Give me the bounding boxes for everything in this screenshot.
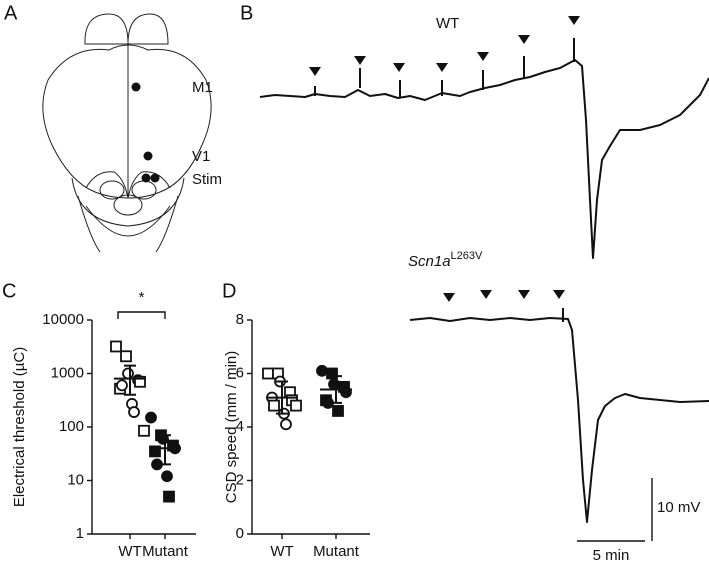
x-tick-label: WT [118,543,141,560]
data-point [328,378,340,391]
mutant-trace [409,290,709,523]
allele-name: L263V [451,250,483,262]
x-tick-label: Mutant [313,543,360,560]
significance-bracket [117,311,166,319]
significance-label: * [139,289,145,306]
error-bar [159,434,171,466]
data-point [116,379,128,392]
y-axis-label: CSD speed (mm / min) [223,351,240,504]
x-tick-label: WT [270,543,293,560]
data-point [161,470,173,483]
data-point [122,367,134,380]
wt-trace [259,16,709,259]
error-bar [276,380,288,415]
y-tick-label: 0 [236,525,244,542]
y-tick-label: 1000 [51,364,84,381]
y-tick-label: 4 [236,418,244,435]
data-point [110,340,122,353]
data-point [280,418,292,431]
data-point [128,406,140,418]
y-tick-label: 100 [59,418,84,435]
trace-label: Scn1aL263V [408,250,483,270]
region-label: Stim [192,171,222,188]
data-point [134,375,146,388]
y-tick-label: 6 [236,364,244,381]
scale-bar [577,478,653,542]
scale-label: 5 min [593,547,630,564]
data-point [120,350,132,363]
data-point [326,367,338,380]
error-bar [330,375,342,404]
scale-label: 10 mV [657,499,700,516]
data-point [149,445,161,458]
panel-label: A [4,2,18,24]
y-tick-label: 2 [236,471,244,488]
data-point [145,411,157,424]
y-axis-label: Electrical threshold (µC) [11,347,28,507]
panel-label: B [240,2,253,24]
data-point [332,405,344,417]
x-tick-label: Mutant [142,543,189,560]
data-point [290,399,302,412]
y-tick-label: 1 [76,525,84,542]
trace-label: WT [436,15,459,32]
y-tick-label: 10000 [42,311,84,328]
y-tick-label: 8 [236,311,244,328]
data-point [268,399,280,412]
data-point [262,367,274,380]
gene-name: Scn1a [408,253,451,270]
data-point [138,424,150,437]
y-tick-label: 10 [67,471,84,488]
brain-drawing [42,13,212,253]
panel-label: D [222,280,236,302]
region-label: M1 [192,79,213,96]
axis [251,320,370,535]
data-point [163,490,175,503]
error-bar [124,364,136,396]
region-label: V1 [192,148,210,165]
panel-label: C [2,280,16,302]
data-point [316,364,328,377]
